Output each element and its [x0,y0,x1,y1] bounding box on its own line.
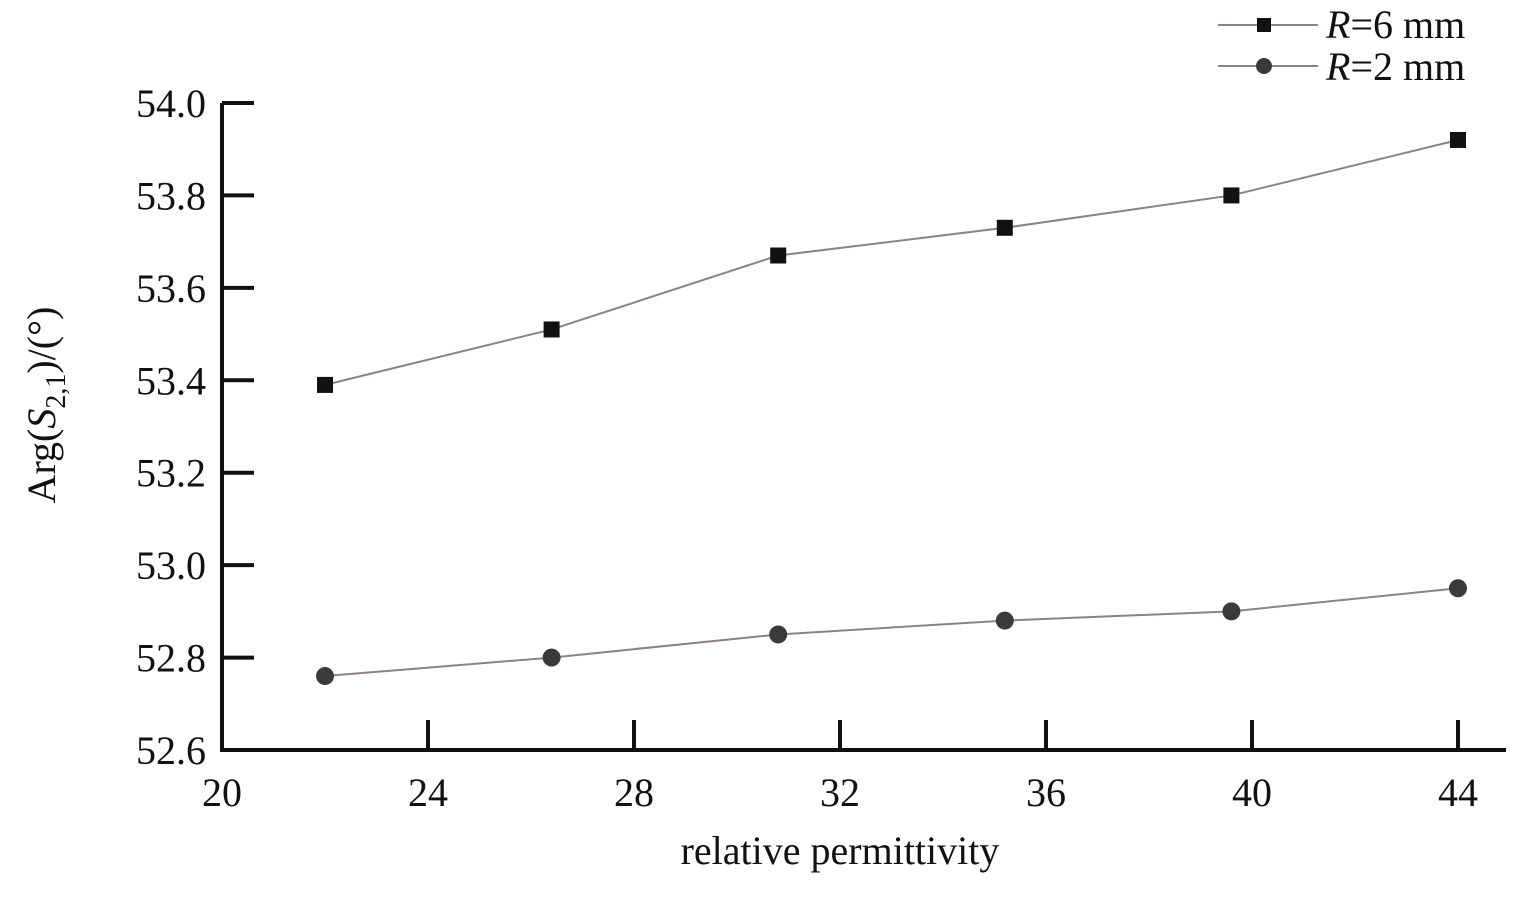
y-tick-label: 53.4 [136,358,206,403]
x-tick-label: 36 [1026,770,1066,815]
x-tick-label: 24 [408,770,448,815]
series-layer [316,131,1467,686]
legend-marker-r2 [1256,58,1272,74]
y-tick-label: 52.6 [136,728,206,773]
x-tick-label: 40 [1232,770,1272,815]
x-tick-label: 28 [614,770,654,815]
legend-label-r2: R=2 mm [1325,44,1465,89]
data-point-square [996,219,1013,236]
x-ticks: 20 24 28 32 36 40 44 [202,720,1478,815]
y-tick-label: 53.6 [136,266,206,311]
data-point-circle [542,648,561,667]
series-r6 [317,131,1466,393]
x-tick-label: 20 [202,770,242,815]
y-axis-label-var: S [19,409,64,429]
y-ticks: 52.6 52.8 53.0 53.2 53.4 53.6 53.8 54.0 [136,81,254,773]
y-axis-label-suffix: )/(°) [19,307,64,374]
y-tick-label: 53.2 [136,451,206,496]
legend-item-r2: R=2 mm [1218,44,1465,89]
legend: R=6 mm R=2 mm [1218,2,1465,89]
y-tick-label: 54.0 [136,81,206,126]
y-tick-label: 52.8 [136,636,206,681]
y-tick-label: 53.0 [136,543,206,588]
series-line [324,587,1459,678]
data-point-square [770,247,787,264]
data-point-circle [1222,602,1241,621]
x-tick-label: 44 [1438,770,1478,815]
x-tick-label: 32 [820,770,860,815]
data-point-circle [769,625,788,644]
x-axis-label: relative permittivity [681,828,1000,873]
legend-label-r6: R=6 mm [1325,2,1465,47]
data-point-circle [316,667,334,686]
legend-item-r6: R=6 mm [1218,2,1465,47]
y-axis-label-prefix: Arg( [19,429,64,504]
data-point-square [1450,131,1466,148]
data-point-square [317,376,333,393]
data-point-square [1223,187,1240,204]
legend-marker-r6 [1257,18,1271,32]
y-axis-label-subscript: 2,1 [41,374,72,409]
y-axis-label: Arg(S2,1)/(°) [19,307,72,504]
y-tick-label: 53.8 [136,173,206,218]
data-point-circle [1449,579,1467,598]
series-r2 [316,579,1467,686]
data-point-circle [995,611,1014,630]
axes [220,103,1506,752]
data-point-square [543,321,560,338]
series-line [324,139,1459,386]
